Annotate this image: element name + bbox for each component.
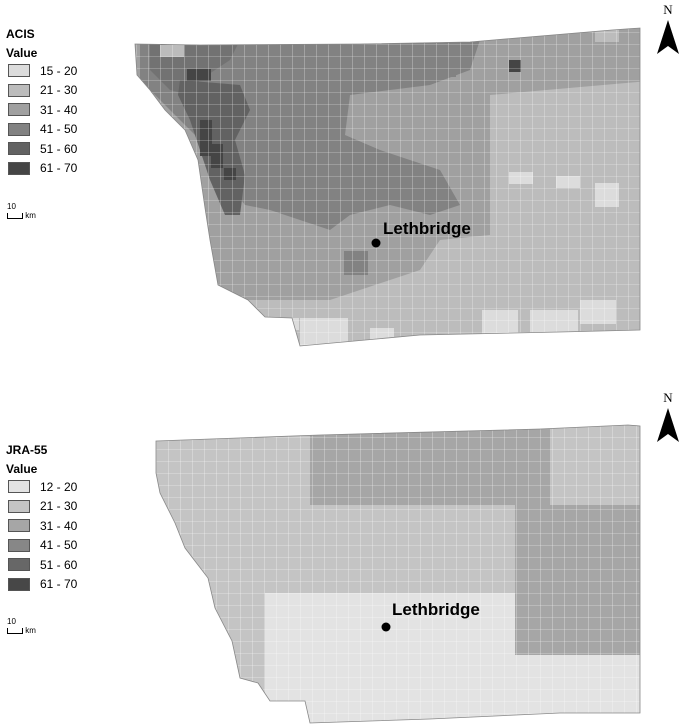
legend-label: 12 - 20 xyxy=(40,479,78,494)
legend-subtitle: Value xyxy=(6,46,38,60)
north-arrow-icon xyxy=(657,20,679,54)
legend-swatch xyxy=(8,558,30,572)
legend-label: 21 - 30 xyxy=(40,83,78,98)
legend-swatch xyxy=(8,519,30,533)
legend-item: 21 - 30 xyxy=(6,497,77,517)
legend-item: 41 - 50 xyxy=(6,120,77,140)
scale-bar: 10 km xyxy=(7,202,36,220)
city-label: Lethbridge xyxy=(392,600,480,619)
legend-classes: 15 - 20 21 - 30 31 - 40 41 - 50 51 - 60 61 - … xyxy=(6,61,77,178)
legend-label: 31 - 40 xyxy=(40,518,78,533)
legend-classes: 12 - 20 21 - 30 31 - 40 41 - 50 51 - 60 61 - … xyxy=(6,477,77,594)
legend-item: 61 - 70 xyxy=(6,575,77,595)
acis-raster xyxy=(135,28,640,346)
legend-item: 21 - 30 xyxy=(6,81,77,101)
legend-label: 15 - 20 xyxy=(40,63,78,78)
legend-swatch xyxy=(8,161,30,175)
legend-label: 41 - 50 xyxy=(40,538,78,553)
city-label: Lethbridge xyxy=(383,219,471,238)
legend-title: JRA-55 xyxy=(6,443,48,457)
north-letter: N xyxy=(663,2,673,17)
legend-item: 31 - 40 xyxy=(6,100,77,120)
scale-bar-graphic xyxy=(7,627,23,634)
legend-item: 51 - 60 xyxy=(6,555,77,575)
legend-label: 21 - 30 xyxy=(40,499,78,514)
scale-unit: km xyxy=(25,626,36,635)
legend-item: 15 - 20 xyxy=(6,61,77,81)
north-arrow-icon xyxy=(657,408,679,442)
legend-label: 51 - 60 xyxy=(40,557,78,572)
legend-swatch xyxy=(8,480,30,494)
city-marker xyxy=(381,622,391,632)
legend-swatch xyxy=(8,64,30,78)
north-arrow: N xyxy=(655,390,681,451)
north-letter: N xyxy=(663,390,673,405)
legend-label: 61 - 70 xyxy=(40,161,78,176)
acis-legend: ACIS Value 15 - 20 21 - 30 31 - 40 41 - 50 5… xyxy=(6,27,77,178)
jra55-map: Lethbridge xyxy=(155,424,641,724)
legend-swatch xyxy=(8,142,30,156)
scale-bar: 10 km xyxy=(7,617,36,635)
city-marker xyxy=(371,238,381,248)
acis-map: Lethbridge xyxy=(134,27,641,347)
jra55-raster xyxy=(156,425,640,723)
legend-subtitle: Value xyxy=(6,462,38,476)
legend-label: 51 - 60 xyxy=(40,141,78,156)
scale-bar-graphic xyxy=(7,212,23,219)
jra55-legend: JRA-55 Value 12 - 20 21 - 30 31 - 40 41 - 5… xyxy=(6,443,77,594)
legend-swatch xyxy=(8,538,30,552)
legend-swatch xyxy=(8,577,30,591)
legend-swatch xyxy=(8,122,30,136)
legend-item: 12 - 20 xyxy=(6,477,77,497)
legend-item: 41 - 50 xyxy=(6,536,77,556)
scale-value: 10 xyxy=(7,617,16,626)
legend-item: 61 - 70 xyxy=(6,159,77,179)
legend-item: 51 - 60 xyxy=(6,139,77,159)
legend-label: 31 - 40 xyxy=(40,102,78,117)
legend-swatch xyxy=(8,499,30,513)
legend-label: 61 - 70 xyxy=(40,577,78,592)
legend-swatch xyxy=(8,103,30,117)
legend-label: 41 - 50 xyxy=(40,122,78,137)
legend-title: ACIS xyxy=(6,27,35,41)
scale-value: 10 xyxy=(7,202,16,211)
legend-swatch xyxy=(8,83,30,97)
north-arrow: N xyxy=(655,2,681,63)
legend-item: 31 - 40 xyxy=(6,516,77,536)
scale-unit: km xyxy=(25,211,36,220)
